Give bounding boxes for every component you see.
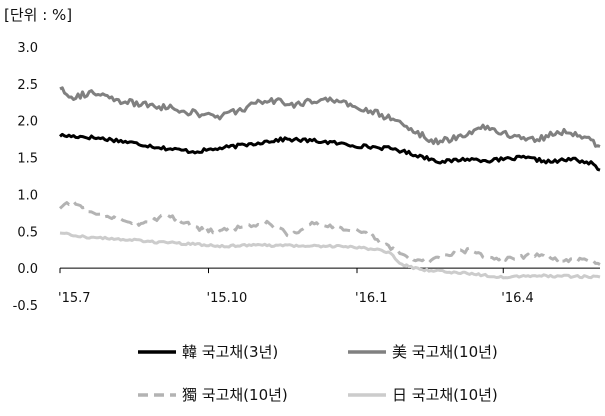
x-tick-label: '16.1 [355,291,388,306]
y-axis: 3.0 2.5 2.0 1.5 1.0 0.5 0.0 -0.5 [13,41,38,314]
legend: 韓 국고채(3년) 美 국고채(10년) 獨 국고채(10년) 日 국고채(10년) [138,343,498,404]
y-tick-label: 2.5 [17,78,38,93]
legend-label: 獨 국고채(10년) [182,386,288,404]
series-line [59,86,601,148]
y-tick-label: -0.5 [13,299,38,314]
series-line [59,231,601,280]
y-tick-label: 0.5 [17,225,38,240]
y-tick-label: 1.5 [17,152,38,167]
x-tick-label: '16.4 [501,291,534,306]
y-tick-label: 0.0 [17,262,38,277]
y-tick-label: 2.0 [17,115,38,130]
legend-label: 日 국고채(10년) [392,386,498,404]
unit-label: [단위 : %] [4,6,72,24]
series-lines [58,86,601,280]
x-tick-label: '15.10 [207,291,248,306]
legend-label: 美 국고채(10년) [392,343,498,361]
y-tick-label: 1.0 [17,188,38,203]
legend-label: 韓 국고채(3년) [182,343,278,361]
series-line [58,199,601,266]
x-axis: '15.7 '15.10 '16.1 '16.4 [58,267,600,306]
x-tick-label: '15.7 [58,291,91,306]
series-line [59,132,601,172]
y-tick-label: 3.0 [17,41,38,56]
